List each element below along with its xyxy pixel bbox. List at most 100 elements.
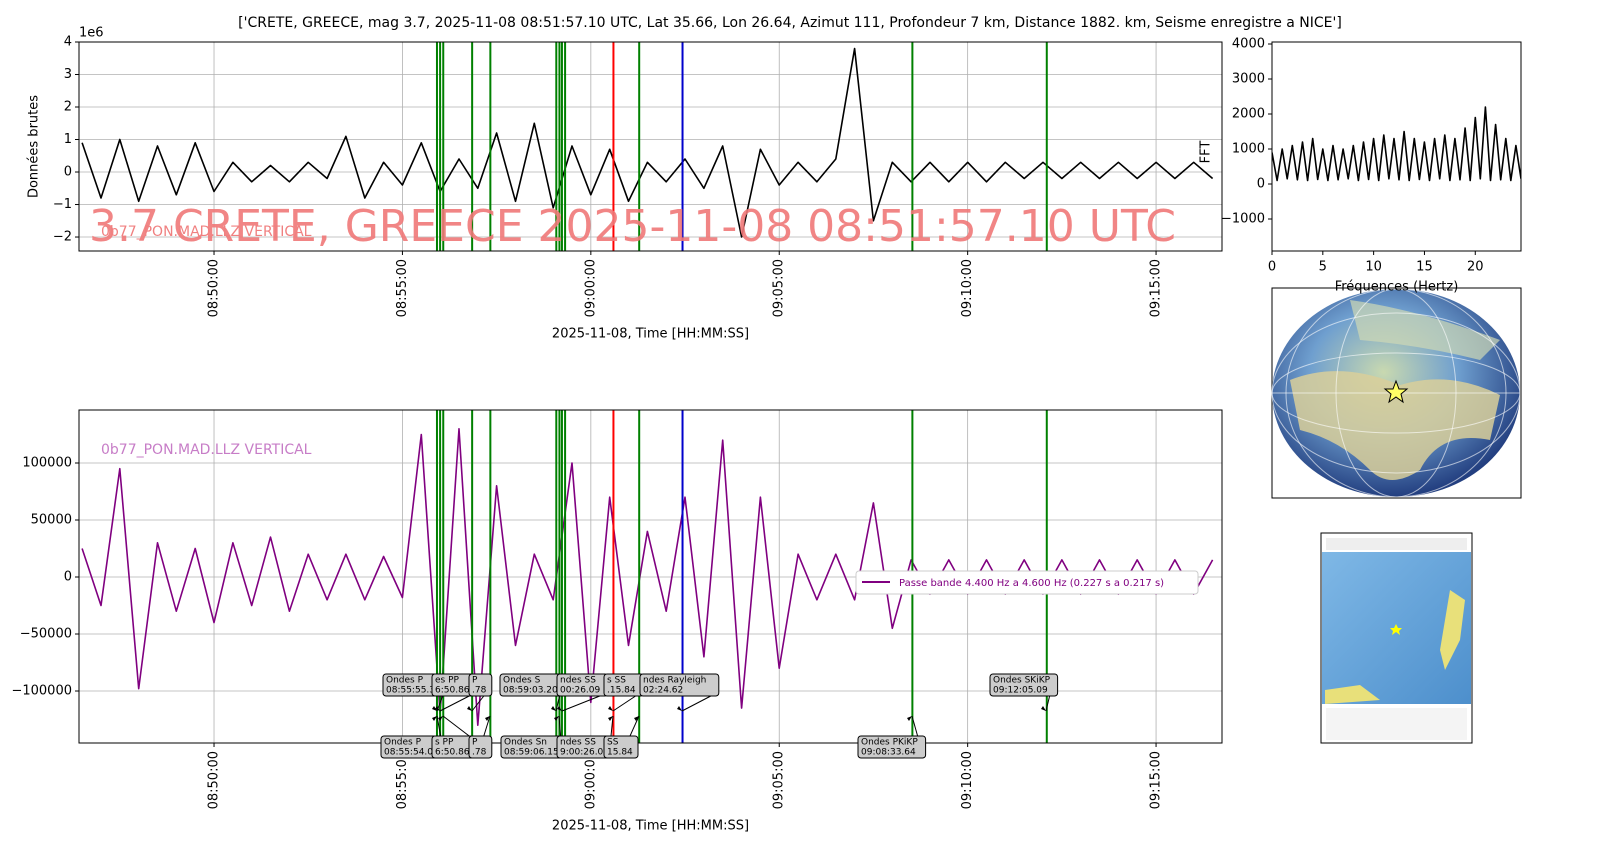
arrow-head	[432, 706, 437, 711]
arrow-head	[467, 706, 472, 711]
y-tick-label: 3	[64, 67, 72, 82]
annotation-box	[639, 673, 720, 697]
annotation: P.78	[468, 715, 493, 759]
annotation: s PP6:50.86	[431, 715, 478, 759]
arrow-head	[554, 716, 559, 721]
arrow-head	[608, 716, 613, 721]
x-tick-label: 08:55:00	[395, 751, 410, 809]
arrow-head	[557, 706, 562, 711]
x-tick-label: 09:10:00	[960, 259, 975, 317]
map	[1320, 532, 1473, 744]
station-label: 0b77_PON.MAD.LLZ VERTICAL	[101, 224, 312, 240]
overlay-text: 3.7 CRETE, GREECE 2025-11-08 08:51:57.10…	[89, 201, 1176, 252]
annotation-text: Ondes P	[384, 738, 422, 748]
annotation-text: .15.84	[607, 686, 636, 696]
annotation-text: 08:55:54.09	[384, 748, 439, 758]
trace	[1272, 106, 1521, 182]
annotation-text: Ondes SKiKP	[993, 676, 1051, 686]
annotation: es PP6:50.86	[431, 673, 478, 712]
y-tick-label: 0	[1257, 177, 1265, 192]
annotation-text: Ondes Sn	[504, 738, 547, 748]
y-tick-label: 50000	[31, 513, 72, 528]
legend: Passe bande 4.400 Hz a 4.600 Hz (0.227 s…	[855, 570, 1199, 595]
annotation-text: 02:24.62	[643, 686, 683, 696]
x-tick-label: 15	[1416, 260, 1433, 275]
globe	[1271, 287, 1522, 499]
x-tick-label: 09:00:00	[583, 259, 598, 317]
annotation-arrow	[442, 715, 470, 737]
x-tick-label: 09:05:00	[772, 259, 787, 317]
annotation-box	[603, 735, 639, 759]
annotation-text: Ondes S	[503, 676, 541, 686]
annotation-arrow	[483, 715, 491, 737]
annotation-text: Ondes P	[386, 676, 424, 686]
plot-area	[81, 42, 1214, 251]
x-tick-label: 08:55:00	[395, 259, 410, 317]
annotation-text: 6:50.86	[435, 686, 470, 696]
y-tick-label: 2	[64, 100, 72, 115]
annotation-text: s SS	[607, 676, 626, 686]
annotation-text: 09:08:33.64	[861, 748, 916, 758]
y-tick-label: 1	[64, 132, 72, 147]
legend-label: Passe bande 4.400 Hz a 4.600 Hz (0.227 s…	[899, 578, 1164, 589]
annotation: s SS.15.84	[603, 673, 645, 712]
annotation-text: 6:50.86	[435, 748, 470, 758]
annotation-text: 15.84	[607, 748, 633, 758]
annotation-arrow	[439, 695, 470, 712]
arrow-head	[677, 706, 682, 711]
x-tick-label: 09:10:00	[960, 751, 975, 809]
annotation-arrow	[681, 695, 712, 712]
x-tick-label: 0	[1268, 260, 1276, 275]
x-tick-label: 09:15:00	[1149, 751, 1164, 809]
annotation-text: s PP	[435, 738, 454, 748]
y-tick-label: 1000	[1232, 142, 1265, 157]
y-tick-label: 4	[64, 35, 72, 50]
arrow-head	[432, 716, 437, 721]
y-tick-label: 0	[64, 570, 72, 585]
axes-frame	[78, 41, 1223, 252]
annotation: P.78	[467, 673, 493, 712]
y-tick-label: 3000	[1232, 71, 1265, 86]
annotation-text: .78	[472, 686, 487, 696]
x-axis-label: 2025-11-08, Time [HH:MM:SS]	[552, 819, 749, 834]
legend-box	[855, 570, 1199, 595]
arrow-head	[485, 716, 490, 721]
y-offset-label: 1e6	[79, 26, 104, 41]
annotation-box	[989, 673, 1059, 697]
arrow-head	[907, 716, 912, 721]
annotation-text: es PP	[435, 676, 460, 686]
annotation-text: 9:00:26.09	[560, 748, 609, 758]
annotation-box	[468, 735, 493, 759]
trace	[81, 47, 1214, 238]
y-tick-label: 100000	[22, 456, 72, 471]
annotation-text: ndes SS	[560, 676, 596, 686]
annotation-text: 08:59:06.15	[504, 748, 559, 758]
annotation-box	[468, 673, 493, 697]
annotation-arrow	[558, 715, 562, 737]
annotation-arrow	[629, 715, 640, 737]
annotation-arrow	[610, 715, 614, 737]
x-tick-label: 08:50:00	[207, 259, 222, 317]
plot-area	[1272, 106, 1521, 182]
annotation-text: .78	[472, 748, 487, 758]
annotation-arrow	[911, 715, 919, 737]
y-tick-label: 0	[64, 165, 72, 180]
arrow-head	[608, 706, 613, 711]
annotation-arrow	[612, 695, 636, 712]
x-axis-label: 2025-11-08, Time [HH:MM:SS]	[552, 327, 749, 342]
y-tick-label: −100000	[11, 684, 72, 699]
annotation-arrow	[471, 695, 485, 712]
annotation-text: ndes SS	[560, 738, 596, 748]
x-tick-label: 09:05:00	[772, 751, 787, 809]
arrow-head	[435, 706, 440, 711]
y-tick-label: −2	[53, 230, 72, 245]
annotation-text: 08:55:55.38	[386, 686, 441, 696]
y-axis-label: FFT	[1199, 141, 1214, 164]
y-tick-label: −1	[53, 197, 72, 212]
chart-title: ['CRETE, GREECE, mag 3.7, 2025-11-08 08:…	[238, 15, 1342, 31]
arrow-head	[634, 716, 639, 721]
